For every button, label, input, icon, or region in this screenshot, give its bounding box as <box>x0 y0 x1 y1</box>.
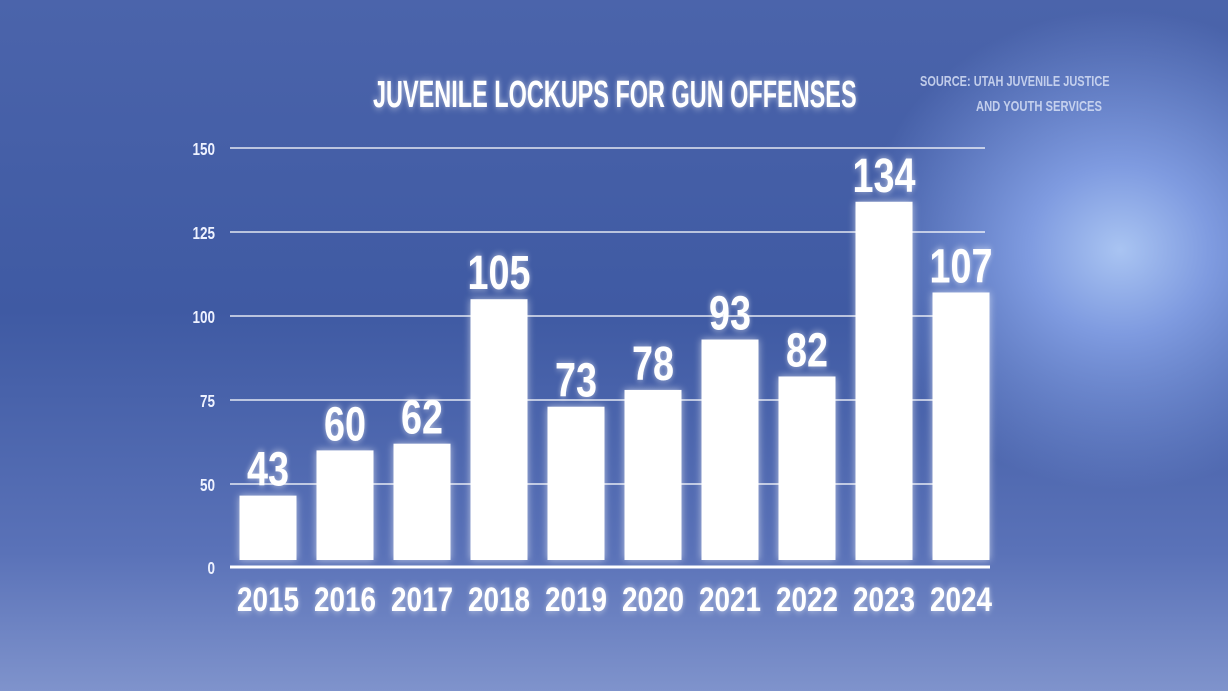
x-tick-label: 2017 <box>391 581 453 619</box>
bar-2016 <box>316 450 374 560</box>
bar-2017 <box>393 443 451 560</box>
data-label: 73 <box>555 354 597 407</box>
y-tick-label: 125 <box>193 224 216 243</box>
bar-2018 <box>470 299 528 560</box>
data-label: 134 <box>853 149 916 202</box>
y-tick-label: 0 <box>207 559 215 578</box>
data-label: 105 <box>468 247 531 300</box>
x-tick-label: 2019 <box>545 581 607 619</box>
bar-2019 <box>547 406 605 560</box>
data-label: 82 <box>786 324 828 377</box>
x-tick-label: 2023 <box>853 581 915 619</box>
data-label: 78 <box>632 337 674 390</box>
bar-2023 <box>855 201 913 560</box>
y-tick-label: 100 <box>193 308 216 327</box>
x-tick-label: 2024 <box>930 581 992 619</box>
source-line-2: AND YOUTH SERVICES <box>976 98 1102 115</box>
data-label: 107 <box>930 240 993 293</box>
data-label: 60 <box>324 398 366 451</box>
x-tick-label: 2022 <box>776 581 838 619</box>
x-tick-label: 2020 <box>622 581 684 619</box>
data-label: 43 <box>247 443 289 496</box>
bar-2022 <box>778 376 836 560</box>
bar-2020 <box>624 389 682 560</box>
chart-title: JUVENILE LOCKUPS FOR GUN OFFENSES <box>373 73 857 115</box>
y-tick-label: 150 <box>193 140 216 159</box>
x-tick-label: 2016 <box>314 581 376 619</box>
y-tick-label: 50 <box>200 476 215 495</box>
data-label: 62 <box>401 391 443 444</box>
bar-2024 <box>932 292 990 560</box>
y-tick-label: 75 <box>200 392 215 411</box>
bar-2021 <box>701 339 759 560</box>
x-tick-label: 2018 <box>468 581 530 619</box>
x-tick-label: 2015 <box>237 581 299 619</box>
bar-2015 <box>239 495 297 560</box>
x-tick-label: 2021 <box>699 581 761 619</box>
source-line-1: SOURCE: UTAH JUVENILE JUSTICE <box>920 73 1110 90</box>
data-label: 93 <box>709 287 751 340</box>
